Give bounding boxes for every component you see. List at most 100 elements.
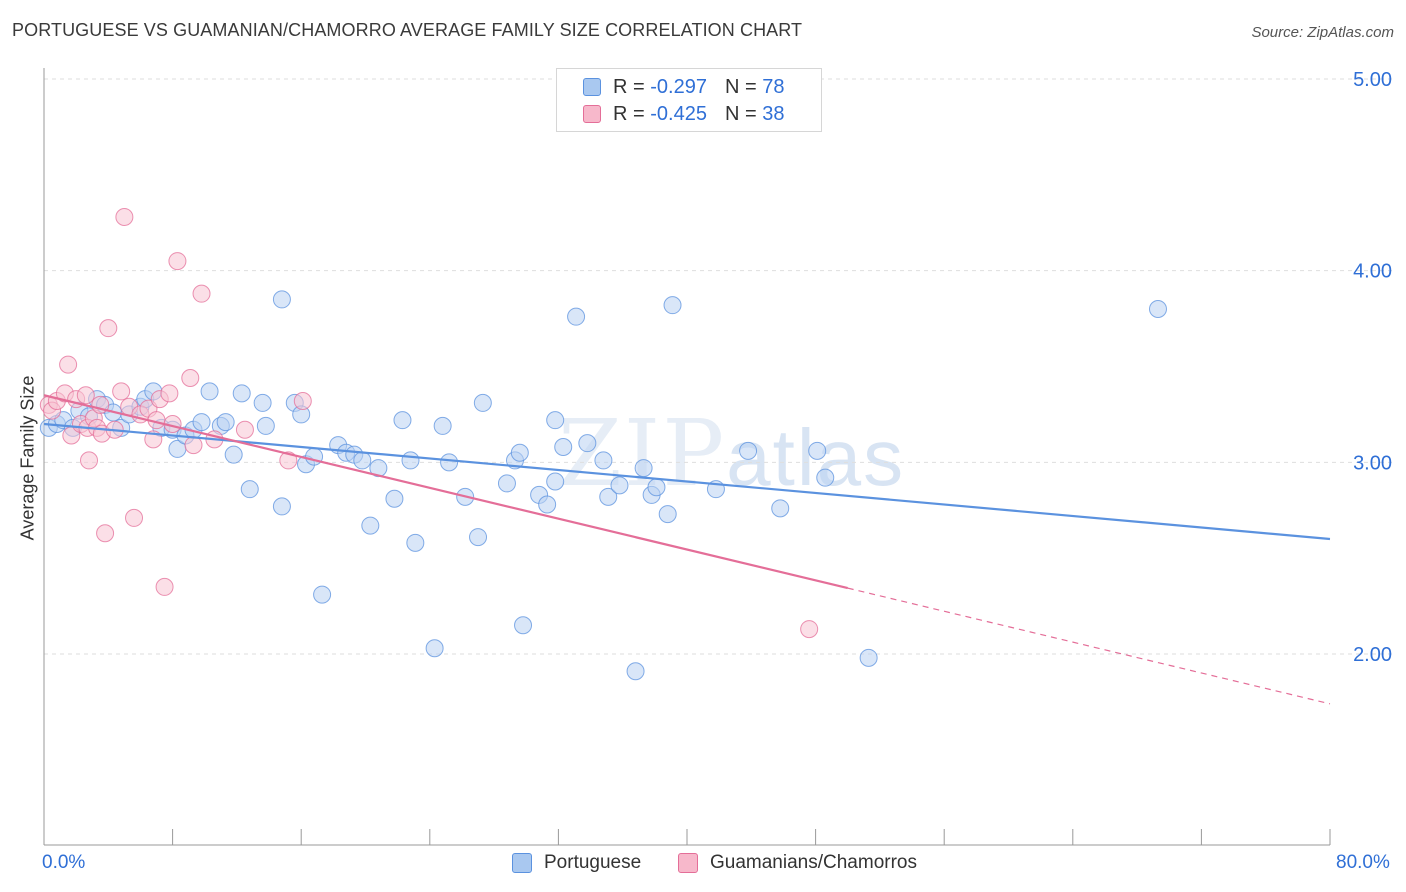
portuguese-point [313, 585, 332, 604]
portuguese-point [808, 441, 827, 460]
data-points [39, 208, 1167, 681]
portuguese-point [272, 497, 291, 516]
legend-row-guamanian: R = -0.425 N = 38 [583, 102, 784, 126]
y-tick-label: 3.00 [1353, 452, 1392, 474]
watermark-zip: ZIP [558, 400, 727, 507]
guamanian-point [80, 451, 99, 470]
guamanian-point [76, 386, 95, 405]
portuguese-point [240, 480, 259, 499]
r-label: R = [613, 75, 645, 98]
portuguese-point [658, 505, 677, 524]
portuguese-point [469, 528, 488, 547]
portuguese-point [256, 416, 275, 435]
axes [43, 68, 1331, 846]
legend-label: Guamanians/Chamorros [710, 852, 917, 873]
portuguese-point [816, 468, 835, 487]
guamanian-swatch [678, 853, 698, 873]
portuguese-point [353, 451, 372, 470]
watermark: ZIPatlas [558, 400, 905, 507]
legend-item-guamanian[interactable]: Guamanians/Chamorros [678, 852, 917, 874]
legend-item-portuguese[interactable]: Portuguese [512, 852, 641, 874]
portuguese-point [393, 411, 412, 430]
portuguese-point [497, 474, 516, 493]
guamanian-point [115, 208, 134, 226]
legend-row-portuguese: R = -0.297 N = 78 [583, 75, 784, 99]
n-value: 78 [762, 75, 785, 98]
portuguese-point [253, 393, 272, 412]
r-value: -0.425 [650, 102, 707, 125]
n-label: N = [724, 75, 757, 98]
guamanian-swatch [583, 105, 601, 123]
portuguese-point [771, 499, 790, 518]
guamanian-trend-line [43, 394, 849, 590]
guamanian-point [235, 420, 254, 439]
r-value: -0.297 [650, 75, 707, 98]
legend-label: Portuguese [544, 852, 642, 873]
x-axis-max-label: 80.0% [1336, 852, 1390, 873]
guamanian-point [800, 620, 819, 639]
y-tick-label: 2.00 [1353, 644, 1392, 666]
guamanian-point [155, 577, 174, 596]
guamanian-point [168, 252, 187, 271]
trend-lines [43, 394, 1331, 705]
portuguese-point [272, 290, 291, 309]
portuguese-point [473, 393, 492, 412]
guamanian-point [99, 319, 118, 338]
guamanian-point [192, 284, 211, 303]
portuguese-swatch [512, 853, 532, 873]
guamanian-trend-line-extension [847, 587, 1331, 705]
portuguese-point [1148, 300, 1167, 318]
portuguese-point [385, 489, 404, 508]
x-axis-min-label: 0.0% [42, 852, 86, 873]
portuguese-point [433, 416, 452, 435]
portuguese-point [514, 616, 533, 635]
portuguese-point [594, 451, 613, 470]
portuguese-point [599, 487, 618, 506]
series-legend: Portuguese Guamanians/Chamorros [0, 852, 1406, 878]
y-tick-label: 5.00 [1353, 69, 1392, 91]
guamanian-point [125, 508, 144, 527]
portuguese-point [663, 296, 682, 315]
portuguese-point [224, 445, 243, 464]
portuguese-point [610, 476, 629, 495]
grid-lines [44, 78, 1392, 655]
portuguese-point [440, 453, 459, 472]
portuguese-point [406, 533, 425, 552]
portuguese-point [578, 434, 597, 453]
portuguese-swatch [583, 78, 601, 96]
portuguese-point [538, 495, 557, 514]
portuguese-point [216, 413, 235, 432]
guamanian-point [279, 451, 298, 470]
portuguese-point [626, 662, 645, 681]
guamanian-point [59, 355, 78, 374]
portuguese-point [634, 459, 653, 478]
y-tick-label: 4.00 [1353, 261, 1392, 283]
guamanian-point [181, 369, 200, 387]
guamanian-point [112, 382, 131, 401]
portuguese-point [546, 472, 565, 491]
guamanian-point [184, 436, 203, 455]
portuguese-point [401, 451, 420, 470]
n-label: N = [724, 102, 757, 125]
portuguese-point [647, 478, 666, 497]
n-value: 38 [762, 102, 785, 125]
portuguese-point [232, 384, 251, 403]
y-tick-labels: 2.00 3.00 4.00 5.00 [1353, 69, 1392, 666]
portuguese-point [554, 438, 573, 456]
guamanian-point [293, 392, 312, 410]
portuguese-point [546, 411, 565, 430]
portuguese-point [425, 639, 444, 658]
portuguese-point [510, 443, 529, 462]
portuguese-point [859, 648, 878, 667]
chart-title: PORTUGUESE VS GUAMANIAN/CHAMORRO AVERAGE… [12, 20, 803, 40]
portuguese-point [200, 382, 219, 401]
r-label: R = [613, 102, 645, 125]
source-credit: Source: ZipAtlas.com [1251, 24, 1394, 41]
portuguese-point [739, 441, 758, 460]
portuguese-point [192, 413, 211, 432]
portuguese-point [361, 516, 380, 535]
correlation-legend: R = -0.297 N = 78 R = -0.425 N = 38 [556, 68, 822, 132]
portuguese-trend-line [43, 422, 1331, 541]
guamanian-point [160, 384, 179, 403]
